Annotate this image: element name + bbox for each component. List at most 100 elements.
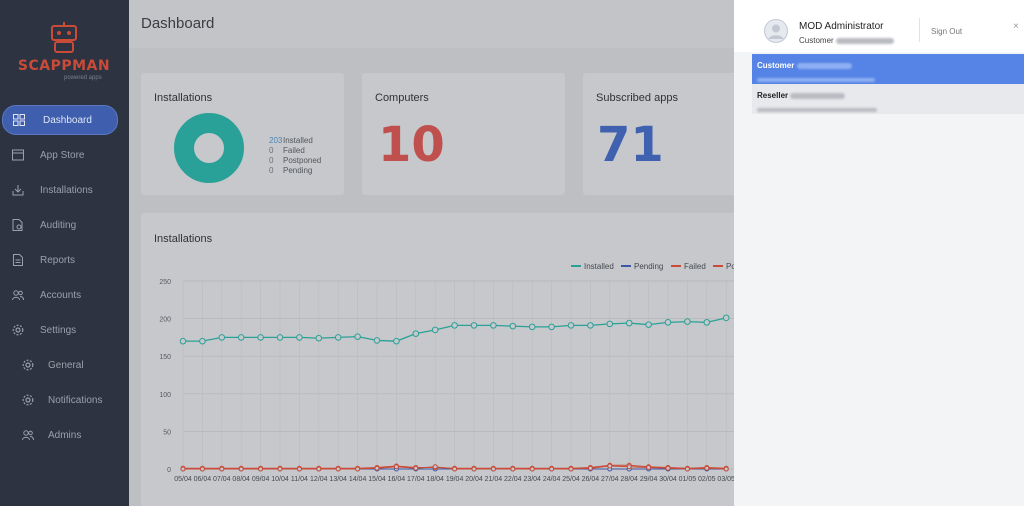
sidebar-item-label: Reports <box>40 254 76 266</box>
header-divider <box>919 18 920 42</box>
installations-legend: 203Installed 0 Failed 0 Postponed 0 Pending <box>269 136 321 176</box>
y-tick-label: 150 <box>159 354 171 361</box>
x-tick-label: 12/04 <box>310 476 328 483</box>
data-point <box>510 466 516 472</box>
computers-count: 10 <box>378 117 445 173</box>
data-point <box>393 464 399 470</box>
users-icon <box>12 290 24 301</box>
data-point <box>373 337 381 344</box>
data-point <box>219 466 225 472</box>
data-point <box>258 466 264 472</box>
brand-logo[interactable]: SCAPPMAN powered apps <box>0 18 129 88</box>
data-point <box>316 466 322 472</box>
donut-slice-installed[interactable] <box>174 113 244 183</box>
sidebar-item-installations[interactable]: Installations <box>0 175 129 205</box>
data-point <box>218 334 226 341</box>
data-point <box>412 330 420 337</box>
chart-title: Installations <box>154 233 213 245</box>
x-tick-label: 16/04 <box>388 476 406 483</box>
data-point <box>665 465 671 471</box>
data-point <box>567 322 575 329</box>
data-point <box>587 322 594 329</box>
data-point <box>432 464 438 470</box>
data-point <box>607 463 613 469</box>
sidebar-item-label: Auditing <box>40 219 77 231</box>
legend-failed: 0 Failed <box>269 146 305 155</box>
sidebar-item-notifications[interactable]: Notifications <box>0 385 129 415</box>
data-point <box>374 465 380 471</box>
x-tick-label: 11/04 <box>291 476 308 483</box>
close-icon[interactable]: × <box>1013 21 1019 32</box>
x-tick-label: 02/05 <box>698 476 716 483</box>
data-point <box>413 465 419 471</box>
data-point <box>625 319 633 327</box>
brand-name: SCAPPMAN <box>17 58 111 74</box>
data-point <box>452 466 458 472</box>
data-point <box>490 466 496 472</box>
y-tick-label: 250 <box>159 279 171 286</box>
data-point <box>549 466 555 472</box>
data-point <box>606 320 614 328</box>
gear-icon <box>22 359 34 371</box>
legend-label: Pending <box>634 262 663 271</box>
data-point <box>199 466 205 472</box>
installations-line-chart: 0 50 100 150 200 250 05/04 06/04 07/04 08/04 09/04… <box>159 262 734 483</box>
x-tick-label: 18/04 <box>426 476 444 483</box>
data-point <box>257 334 264 341</box>
account-item-reseller[interactable]: Reseller <box>752 84 1024 114</box>
y-tick-label: 100 <box>159 392 171 399</box>
grid-icon <box>13 114 25 126</box>
sidebar-item-admins[interactable]: Admins <box>0 420 129 450</box>
sign-out-button[interactable]: Sign Out <box>931 27 963 36</box>
sidebar-item-label: Settings <box>40 324 77 336</box>
sidebar-item-accounts[interactable]: Accounts <box>0 280 129 310</box>
sidebar-item-settings[interactable]: Settings <box>0 315 129 345</box>
x-tick-label: 22/04 <box>504 476 522 483</box>
sidebar-item-auditing[interactable]: Auditing <box>0 210 129 240</box>
sidebar-item-app-store[interactable]: App Store <box>0 140 129 170</box>
data-point <box>664 319 672 326</box>
data-point <box>509 322 517 330</box>
x-tick-label: 01/05 <box>679 476 697 483</box>
sidebar: SCAPPMAN powered apps Dashboard App Stor… <box>0 0 129 506</box>
sidebar-item-reports[interactable]: Reports <box>0 245 129 275</box>
legend-installed: 203Installed <box>269 136 313 145</box>
computers-card-title: Computers <box>375 92 429 104</box>
x-tick-label: 21/04 <box>485 476 503 483</box>
data-point <box>180 466 186 472</box>
data-point <box>238 466 244 472</box>
data-point <box>199 337 206 345</box>
legend-label: Failed <box>684 262 706 271</box>
account-item-label: Reseller <box>757 91 846 100</box>
legend-postponed: 0 Postponed <box>269 156 322 165</box>
data-point <box>431 326 439 334</box>
data-point <box>568 466 574 472</box>
account-switcher-panel: MOD Administrator Customer Sign Out × Cu… <box>734 0 1024 506</box>
data-point <box>722 314 730 322</box>
x-tick-label: 19/04 <box>446 476 464 483</box>
data-point <box>645 321 652 328</box>
x-tick-label: 15/04 <box>368 476 386 483</box>
account-item-customer[interactable]: Customer <box>752 54 1024 84</box>
data-point <box>277 466 283 472</box>
brand-tagline: powered apps <box>64 75 102 81</box>
x-tick-label: 08/04 <box>232 476 250 483</box>
sidebar-item-label: Installations <box>40 184 93 196</box>
sidebar-item-label: General <box>48 359 84 371</box>
x-tick-label: 06/04 <box>194 476 212 483</box>
data-point <box>334 334 342 341</box>
data-point <box>703 319 711 326</box>
legend-label: Po <box>726 262 734 271</box>
computers-card[interactable]: Computers 10 <box>362 73 565 195</box>
data-point <box>276 334 284 341</box>
report-icon <box>13 254 23 266</box>
sidebar-item-dashboard[interactable]: Dashboard <box>2 105 118 135</box>
data-point <box>451 322 458 329</box>
data-point <box>723 466 729 472</box>
data-point <box>179 337 187 345</box>
sidebar-item-general[interactable]: General <box>0 350 129 380</box>
installations-donut[interactable] <box>174 113 244 183</box>
data-point <box>355 466 361 472</box>
x-tick-label: 27/04 <box>601 476 619 483</box>
subscribed-apps-card[interactable]: Subscribed apps 71 <box>583 73 743 195</box>
